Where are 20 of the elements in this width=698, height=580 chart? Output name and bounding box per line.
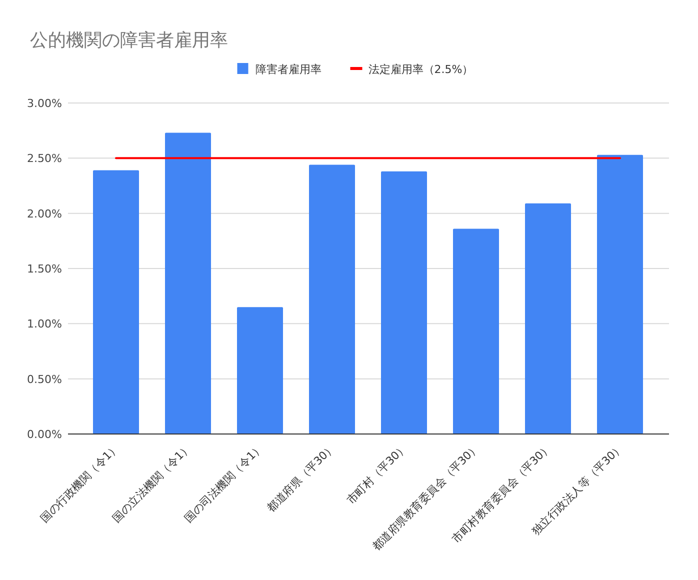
y-tick-label: 1.00%: [27, 318, 62, 331]
legend-label: 法定雇用率（2.5%）: [368, 63, 474, 76]
y-tick-label: 3.00%: [27, 97, 62, 110]
y-tick-label: 0.50%: [27, 372, 62, 386]
bar: [597, 154, 643, 434]
legend-label: 障害者雇用率: [255, 63, 322, 76]
bar: [453, 228, 499, 434]
bar: [237, 307, 283, 434]
y-tick-label: 2.50%: [27, 152, 62, 166]
chart-title: 公的機関の障害者雇用率: [30, 30, 228, 51]
bar: [165, 132, 211, 434]
y-tick-label: 0.00%: [27, 428, 62, 441]
bar: [525, 203, 571, 434]
bar: [381, 171, 427, 434]
bar: [93, 170, 139, 434]
x-tick-label: 都道府県（平30）: [264, 440, 338, 514]
x-tick-label: 市町村（平30）: [344, 440, 410, 507]
bar: [309, 164, 355, 434]
y-tick-label: 1.50%: [27, 262, 62, 276]
y-tick-label: 2.00%: [27, 207, 62, 220]
